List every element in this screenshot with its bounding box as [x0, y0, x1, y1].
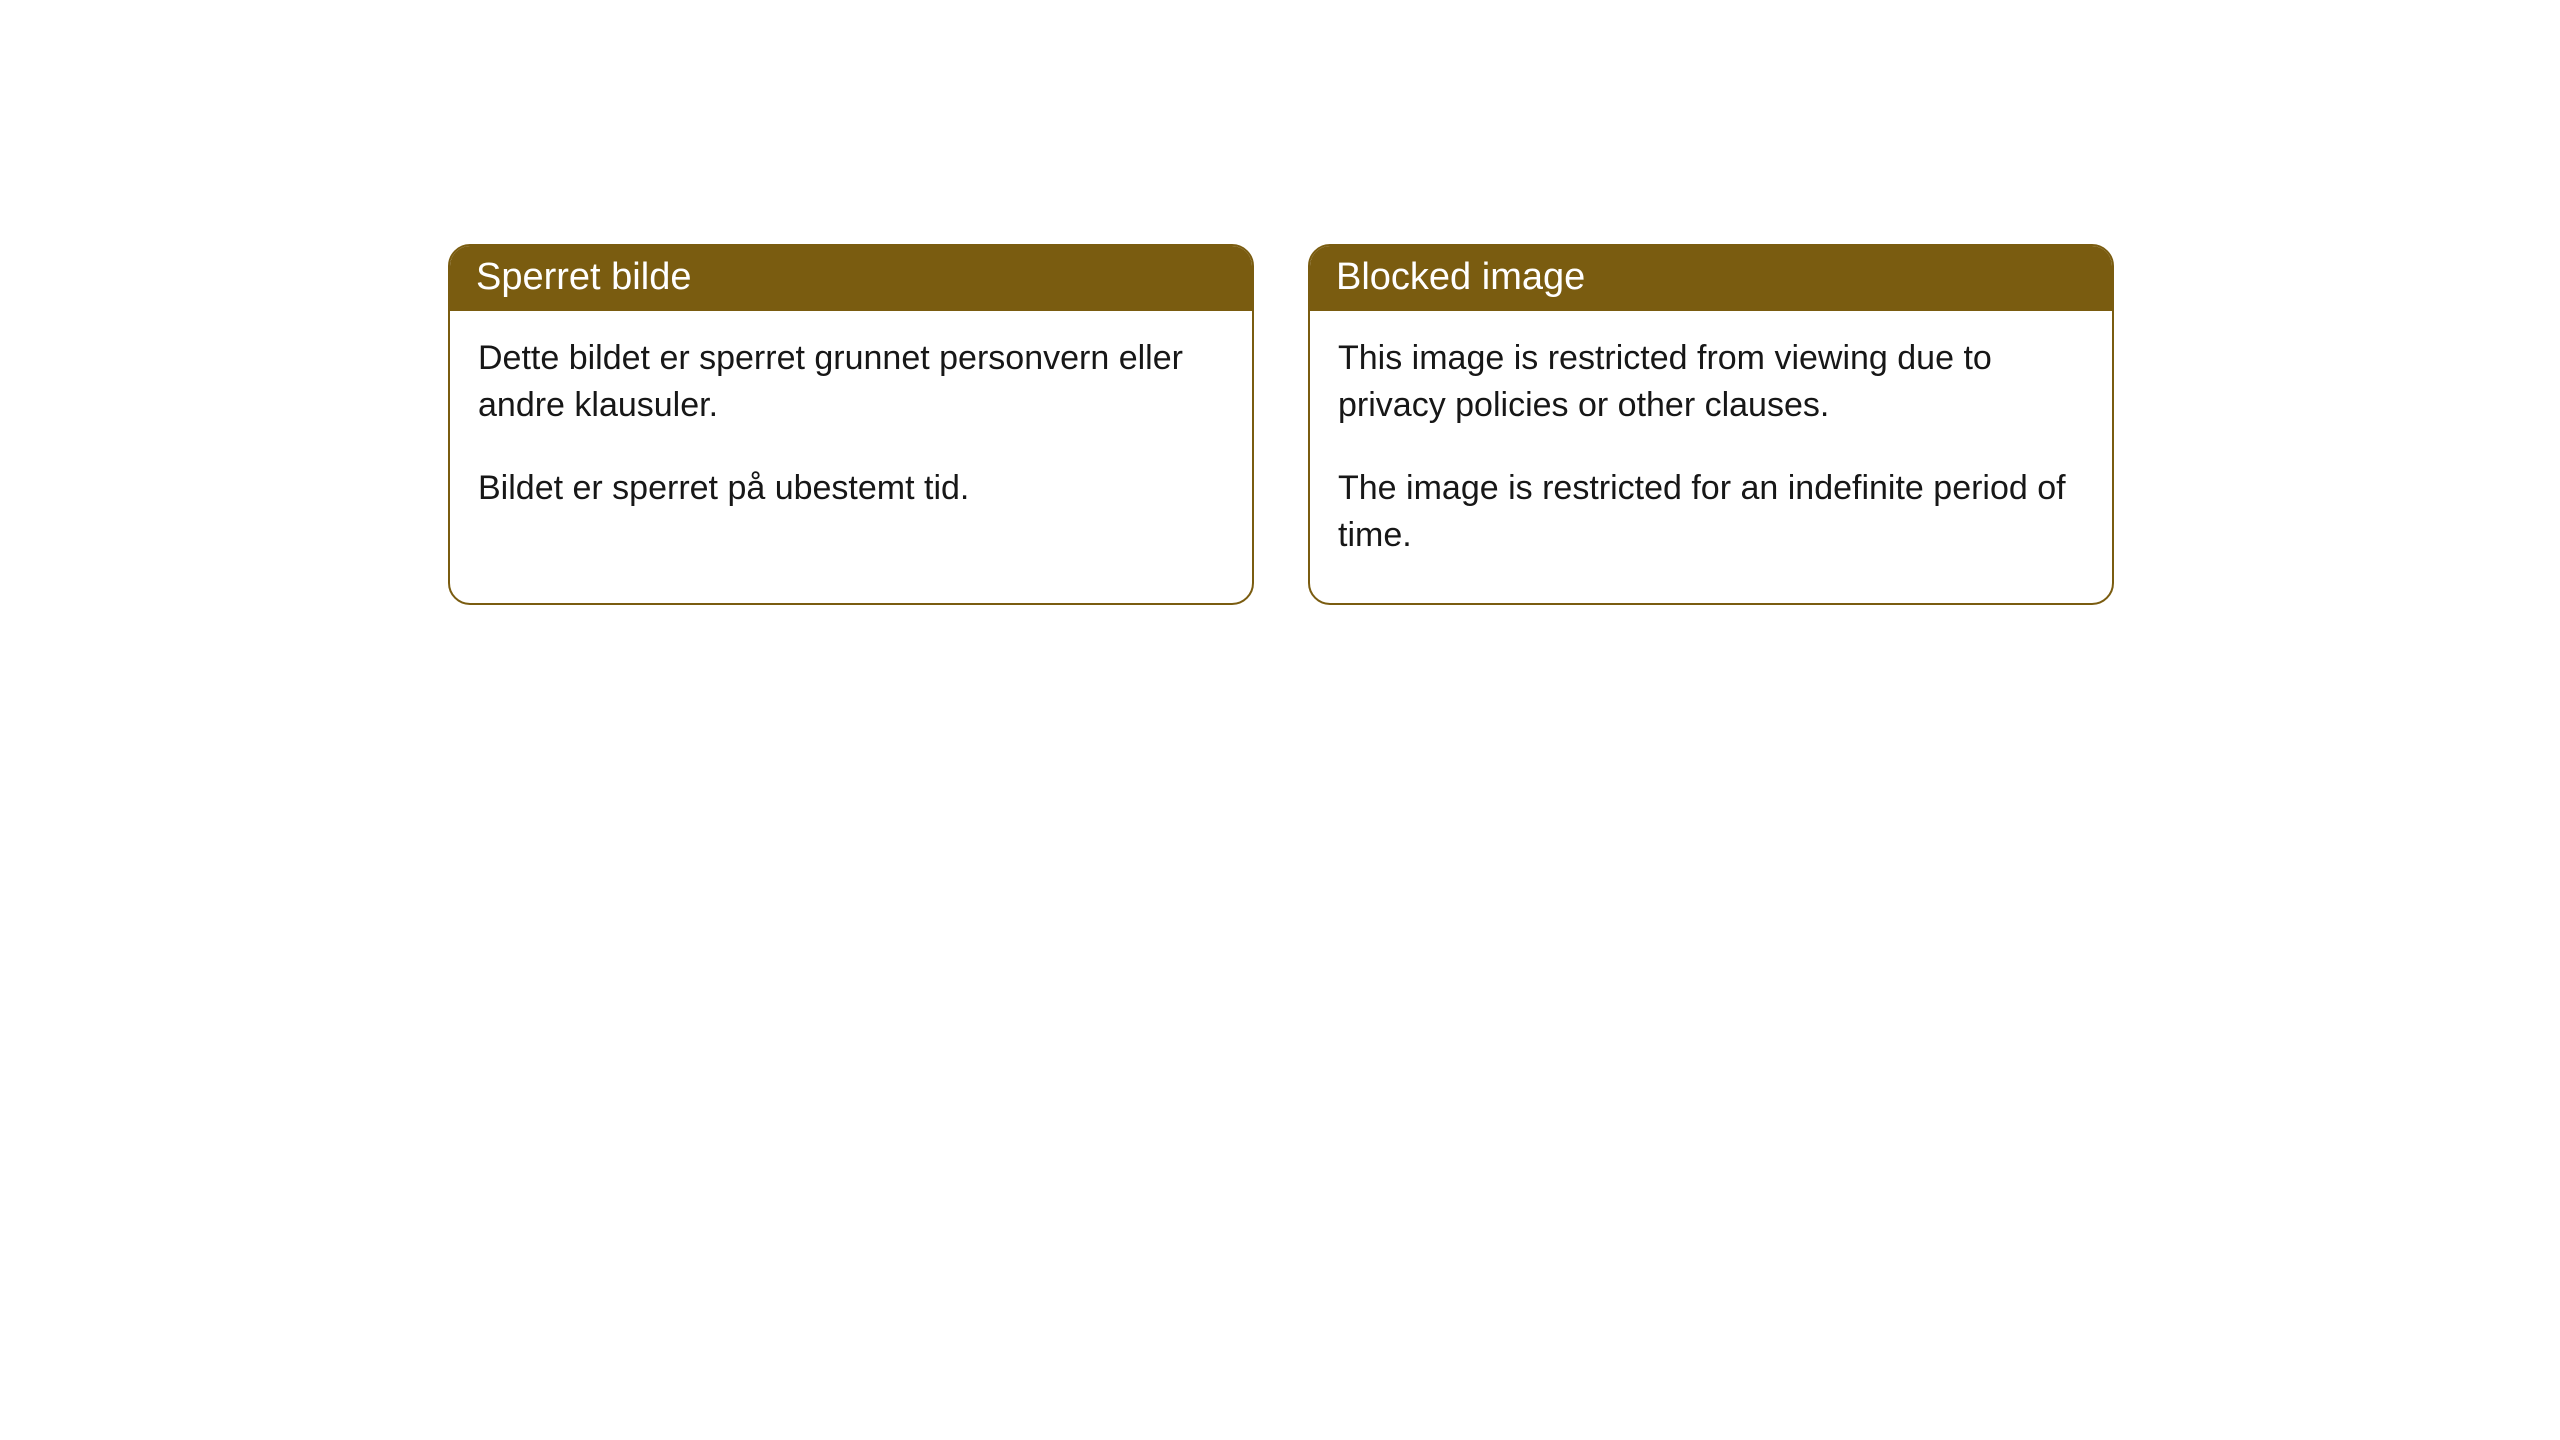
blocked-image-card-en: Blocked image This image is restricted f… — [1308, 244, 2114, 605]
card-paragraph-1-no: Dette bildet er sperret grunnet personve… — [478, 335, 1224, 429]
card-title-en: Blocked image — [1310, 246, 2112, 311]
card-title-no: Sperret bilde — [450, 246, 1252, 311]
blocked-image-card-no: Sperret bilde Dette bildet er sperret gr… — [448, 244, 1254, 605]
notice-cards-container: Sperret bilde Dette bildet er sperret gr… — [448, 244, 2114, 605]
card-paragraph-2-en: The image is restricted for an indefinit… — [1338, 465, 2084, 559]
card-paragraph-2-no: Bildet er sperret på ubestemt tid. — [478, 465, 1224, 512]
card-paragraph-1-en: This image is restricted from viewing du… — [1338, 335, 2084, 429]
card-body-en: This image is restricted from viewing du… — [1310, 311, 2112, 603]
card-body-no: Dette bildet er sperret grunnet personve… — [450, 311, 1252, 556]
